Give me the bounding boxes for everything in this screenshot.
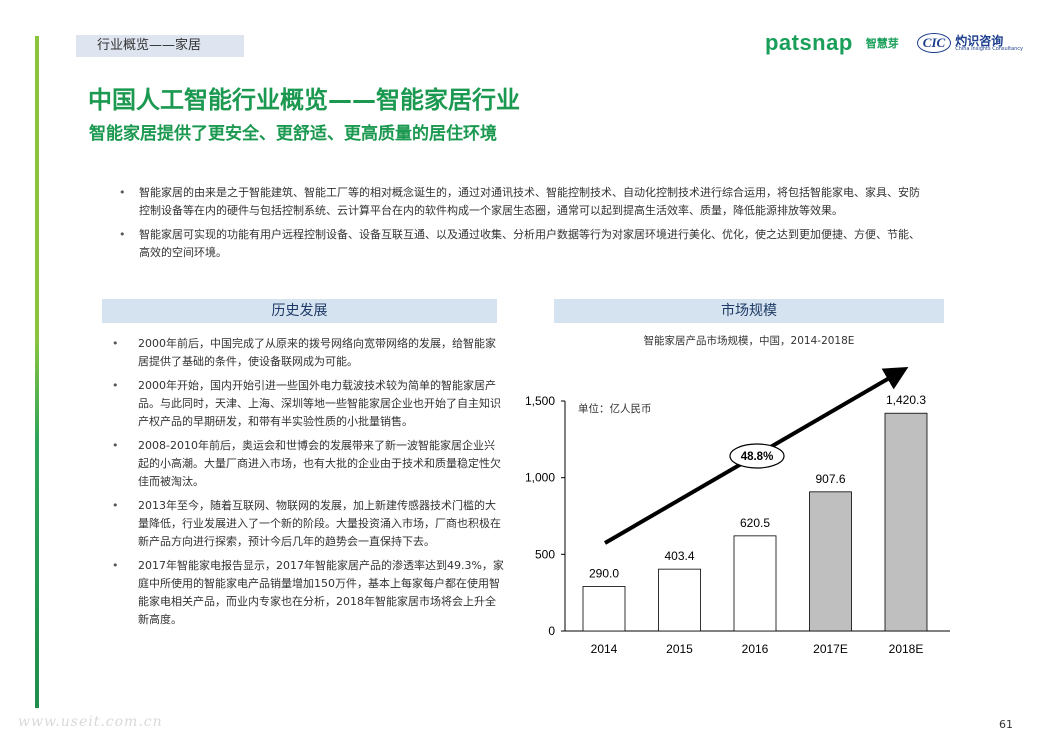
section-tag: 行业概览——家居 — [76, 35, 244, 57]
history-list: 2000年前后，中国完成了从原来的拨号网络向宽带网络的发展，给智能家居提供了基础… — [110, 335, 505, 635]
page-subtitle: 智能家居提供了更安全、更舒适、更高质量的居住环境 — [89, 124, 497, 144]
history-item: 2013年至今，随着互联网、物联网的发展，加上新建传感器技术门槛的大量降低，行业… — [110, 497, 505, 551]
cic-logo-en: China Insights Consultancy — [955, 45, 1023, 52]
x-tick-label: 2018E — [889, 642, 924, 656]
bar-value-label: 620.5 — [740, 516, 770, 530]
bar-value-label: 907.6 — [815, 472, 845, 486]
patsnap-logo: patsnap — [764, 30, 853, 55]
bar-value-label: 403.4 — [664, 549, 694, 563]
accent-bar — [35, 36, 39, 708]
market-size-chart: 0 500 1,000 1,500 单位：亿人民币 290.0 2014 403.4 2015 6… — [525, 366, 950, 656]
watermark: www.useit.com.cn — [18, 714, 163, 730]
chart-title: 智能家居产品市场规模，中国，2014-2018E — [643, 335, 855, 347]
growth-label: 48.8% — [741, 451, 774, 463]
history-item: 2000年开始，国内开始引进一些国外电力载波技术较为简单的智能家居产品。与此同时… — [110, 377, 505, 431]
y-tick-label: 0 — [548, 624, 555, 638]
intro-item: 智能家居的由来是之于智能建筑、智能工厂等的相对概念诞生的，通过对通讯技术、智能控… — [115, 184, 930, 220]
page-title: 中国人工智能行业概览——智能家居行业 — [88, 86, 520, 114]
intro-item: 智能家居可实现的功能有用户远程控制设备、设备互联互通、以及通过收集、分析用户数据… — [115, 226, 930, 262]
intro-list: 智能家居的由来是之于智能建筑、智能工厂等的相对概念诞生的，通过对通讯技术、智能控… — [115, 184, 930, 268]
y-tick-label: 1,500 — [525, 394, 555, 408]
history-item: 2008-2010年前后，奥运会和世博会的发展带来了新一波智能家居企业兴起的小高… — [110, 437, 505, 491]
page-number: 61 — [999, 718, 1013, 731]
x-tick-label: 2016 — [742, 642, 769, 656]
y-tick-label: 500 — [535, 547, 555, 561]
growth-oval — [729, 443, 785, 469]
unit-label: 单位：亿人民币 — [578, 402, 652, 415]
bar — [582, 586, 626, 632]
bar — [733, 535, 777, 632]
history-header: 历史发展 — [102, 299, 497, 323]
cic-logo: CIC 灼识咨询 China Insights Consultancy — [916, 33, 1023, 53]
x-tick-label: 2017E — [813, 642, 848, 656]
y-tick-label: 1,000 — [525, 471, 555, 485]
x-tick-label: 2015 — [666, 642, 693, 656]
history-item: 2017年智能家电报告显示，2017年智能家居产品的渗透率达到49.3%，家庭中… — [110, 557, 505, 629]
history-item: 2000年前后，中国完成了从原来的拨号网络向宽带网络的发展，给智能家居提供了基础… — [110, 335, 505, 371]
x-tick-label: 2014 — [591, 642, 618, 656]
market-header: 市场规模 — [554, 299, 944, 323]
bar — [884, 412, 928, 632]
patsnap-logo-cn: 智慧芽 — [865, 37, 899, 50]
cic-logo-cn: 灼识咨询 — [955, 33, 1004, 48]
cic-logo-mark: CIC — [916, 33, 952, 53]
bar — [658, 568, 701, 632]
logos: patsnap 智慧芽 CIC 灼识咨询 China Insights Cons… — [765, 30, 1023, 56]
bar — [809, 491, 852, 632]
bar-value-label: 1,420.3 — [886, 393, 926, 407]
bar-value-label: 290.0 — [589, 567, 619, 581]
